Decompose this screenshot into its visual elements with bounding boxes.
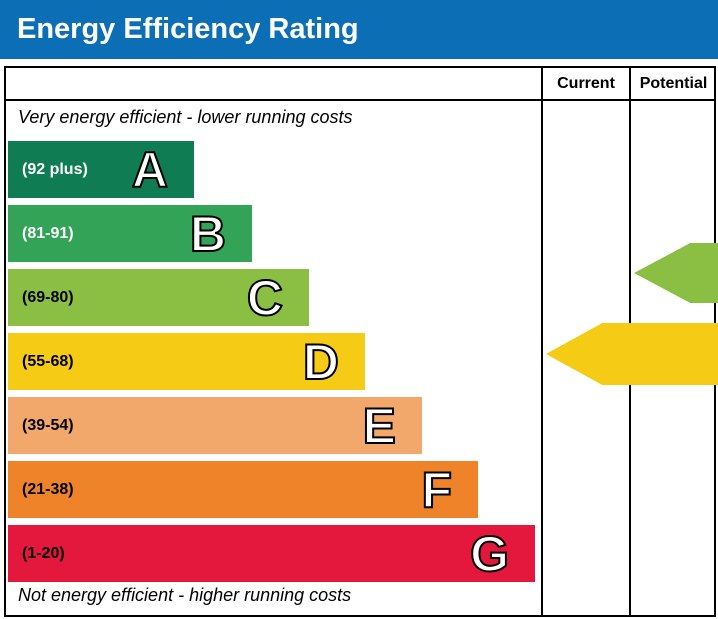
column-divider-current [541, 66, 543, 617]
band-letter-b: B [189, 205, 227, 262]
header-separator [4, 99, 716, 101]
band-letter-e: E [362, 397, 397, 454]
band-letter-a: A [131, 141, 169, 198]
bottom-caption-label: Not energy efficient - higher running co… [18, 585, 352, 605]
current-column-header: Current [557, 75, 615, 92]
band-range-label-e: (39-54) [22, 416, 74, 434]
band-range-label-g: (1-20) [22, 544, 65, 562]
band-range-label-a: (92 plus) [22, 160, 88, 178]
band-letter-d: D [302, 333, 340, 390]
potential-column-header: Potential [639, 75, 708, 92]
band-row-b: (81-91) B [8, 205, 252, 262]
top-caption-label: Very energy efficient - lower running co… [18, 107, 353, 127]
band-row-a: (92 plus) A [8, 141, 194, 198]
band-range-label-c: (69-80) [22, 288, 74, 306]
page-title: Energy Efficiency Rating [17, 13, 359, 45]
band-row-c: (69-80) C [8, 269, 309, 326]
band-letter-f: F [420, 461, 453, 518]
band-row-e: (39-54) E [8, 397, 422, 454]
band-range-label-f: (21-38) [22, 480, 74, 498]
band-row-f: (21-38) F [8, 461, 478, 518]
band-row-g: (1-20) G [8, 525, 535, 582]
page-title-bar: Energy Efficiency Rating [0, 0, 718, 59]
band-letter-g: G [469, 525, 510, 582]
band-range-label-b: (81-91) [22, 224, 74, 242]
band-row-d: (55-68) D [8, 333, 365, 390]
band-letter-c: C [246, 269, 284, 326]
band-range-label-d: (55-68) [22, 352, 74, 370]
